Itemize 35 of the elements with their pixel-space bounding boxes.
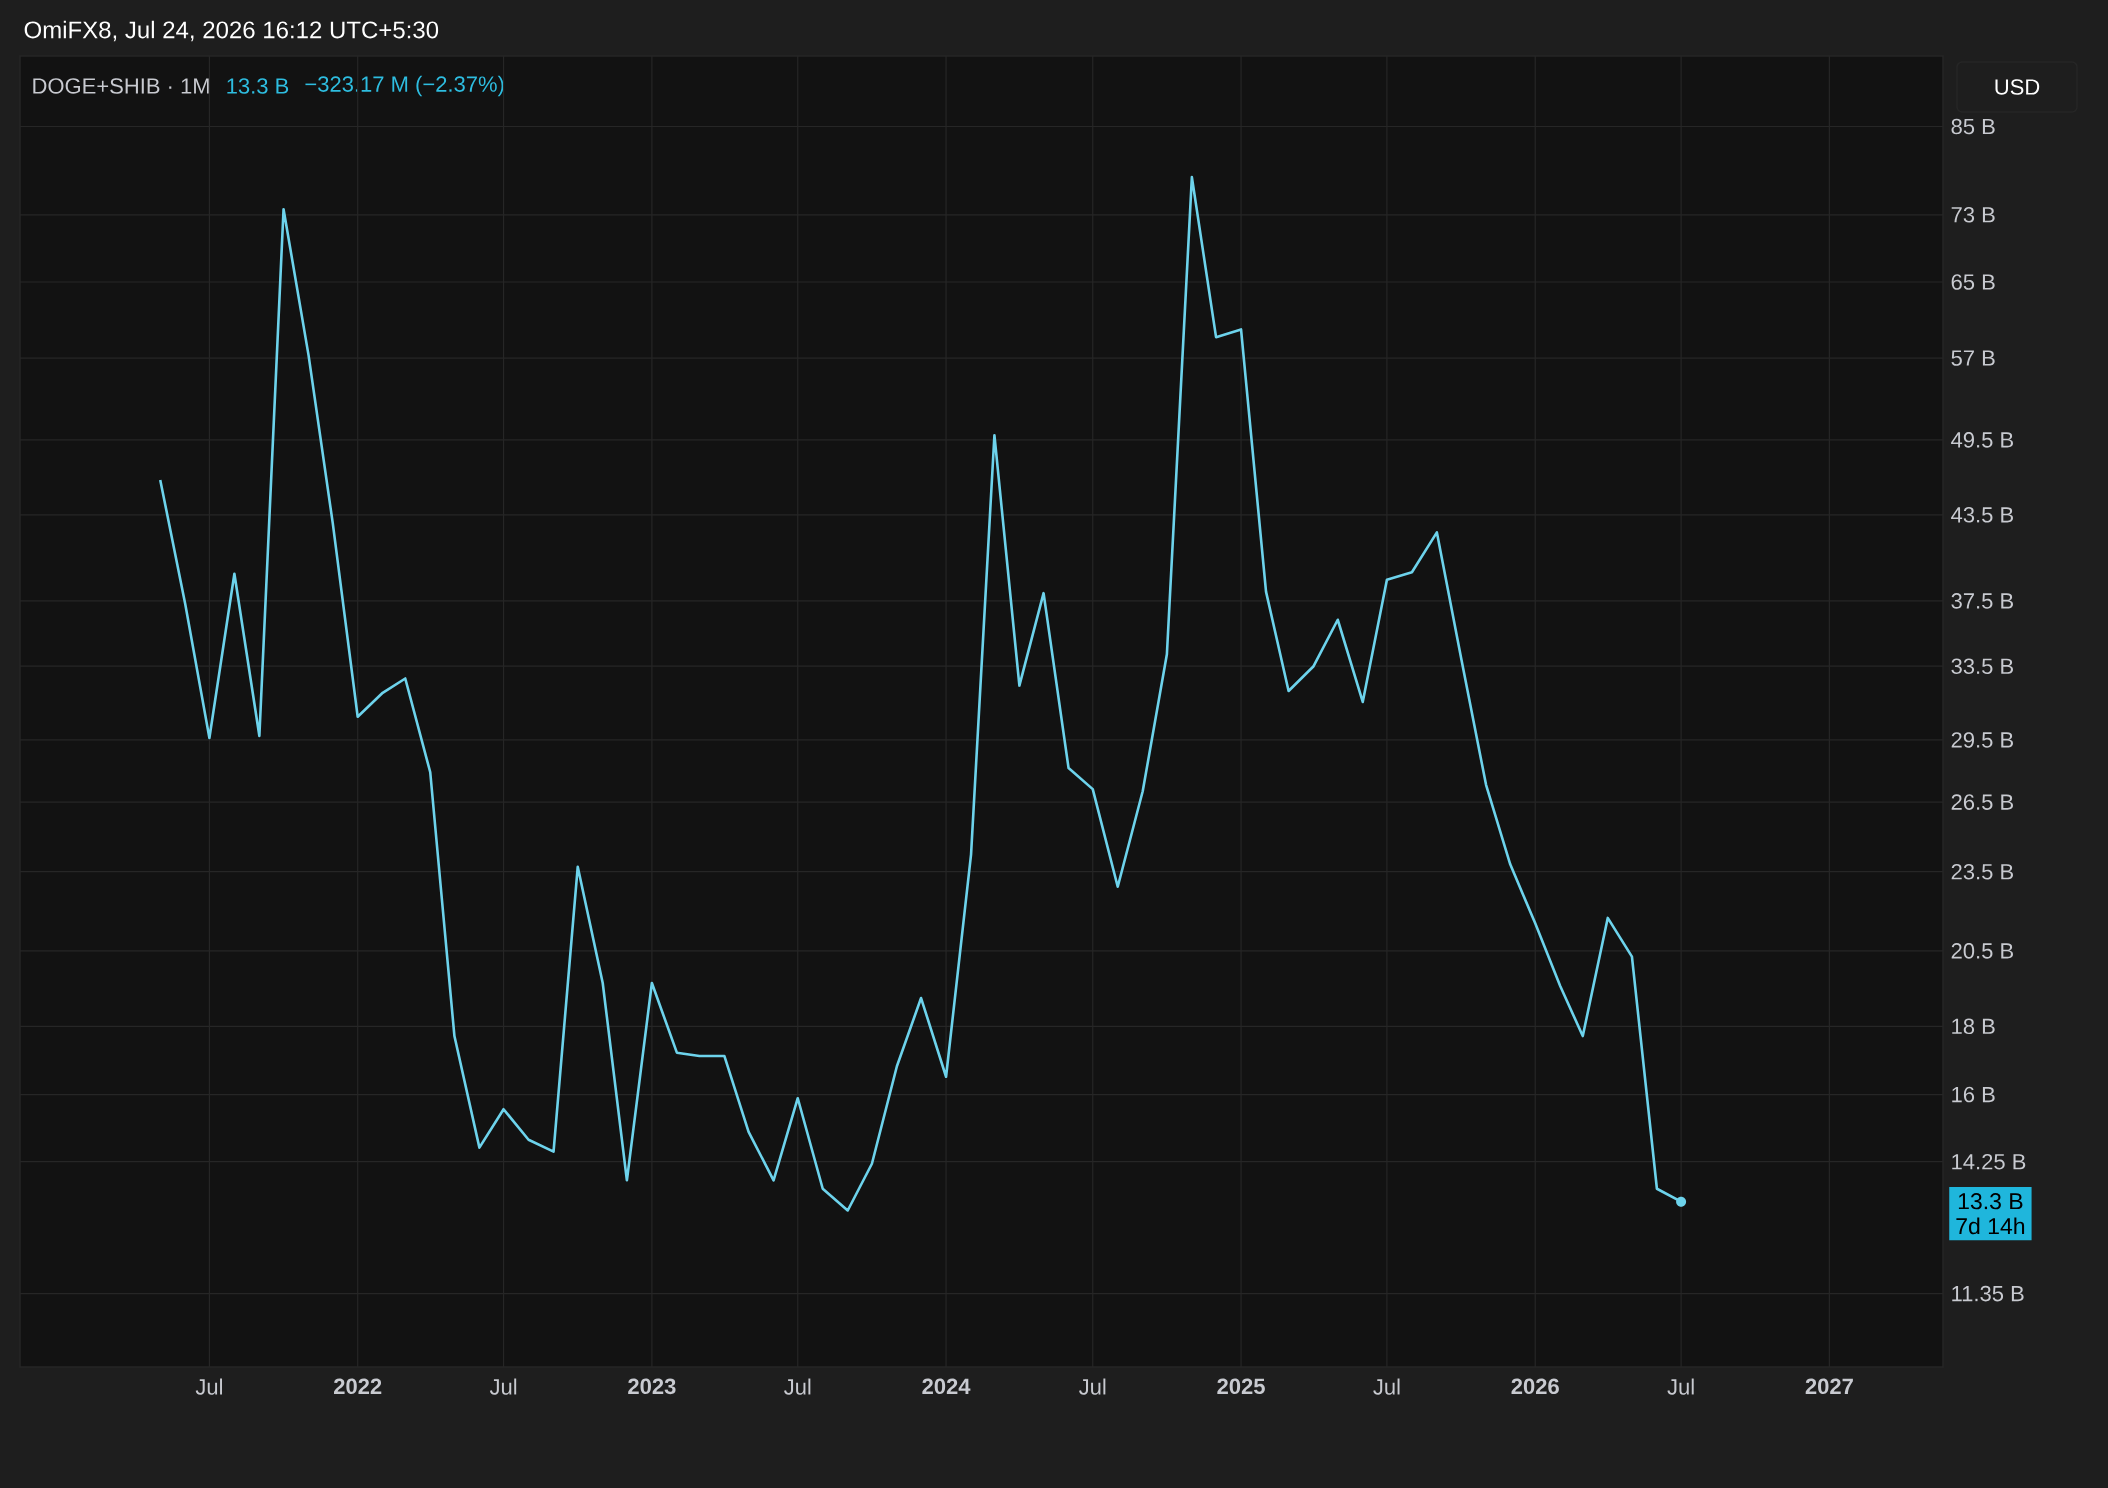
- chart-title: OmiFX8, Jul 24, 2026 16:12 UTC+5:30: [24, 20, 439, 42]
- text: DOGE+SHIB · 1M: [33, 78, 209, 94]
- x-tick-label: Jul: [1079, 1378, 1106, 1395]
- y-tick-label: 33.5 B: [1951, 658, 2013, 675]
- text: 13.3 B: [1958, 1193, 2023, 1210]
- y-tick-label: 18 B: [1952, 1018, 1995, 1035]
- text: USD: [1995, 79, 2040, 95]
- x-tick-label: 2023: [628, 1378, 676, 1395]
- y-tick-label: 20.5 B: [1951, 943, 2013, 959]
- x-tick-label: 2026: [1511, 1378, 1559, 1395]
- y-tick-label: 57 B: [1951, 350, 1995, 366]
- y-tick-label: 73 B: [1951, 206, 1995, 223]
- x-tick-label: Jul: [195, 1378, 222, 1395]
- y-tick-label: 26.5 B: [1951, 794, 2013, 810]
- y-tick-label: 65 B: [1951, 274, 1995, 290]
- y-tick-label: 14.25 B: [1952, 1153, 2026, 1170]
- annotation: −323.17 M (−2.37%): [305, 75, 504, 97]
- y-tick-label: 11.35 B: [1952, 1285, 2024, 1302]
- x-tick-label: Jul: [489, 1378, 517, 1395]
- y-tick-label: 43.5 B: [1951, 507, 2013, 523]
- y-tick-label: 37.5 B: [1951, 593, 2013, 609]
- y-tick-label: 85 B: [1951, 118, 1995, 135]
- x-tick-label: 2022: [334, 1378, 382, 1395]
- x-tick-label: 2025: [1217, 1378, 1265, 1395]
- text: 7d 14h: [1956, 1217, 2025, 1235]
- y-tick-label: 23.5 B: [1951, 863, 2013, 880]
- x-tick-label: Jul: [784, 1378, 811, 1395]
- x-tick-label: 2024: [922, 1378, 971, 1395]
- y-tick-label: 29.5 B: [1951, 732, 2013, 748]
- x-tick-label: Jul: [1667, 1378, 1694, 1395]
- y-tick-label: 49.5 B: [1951, 432, 2013, 448]
- y-tick-label: 16 B: [1952, 1086, 1995, 1103]
- x-tick-label: Jul: [1373, 1378, 1400, 1395]
- annotation: 13.3 B: [227, 78, 289, 94]
- x-tick-label: 2027: [1805, 1378, 1853, 1395]
